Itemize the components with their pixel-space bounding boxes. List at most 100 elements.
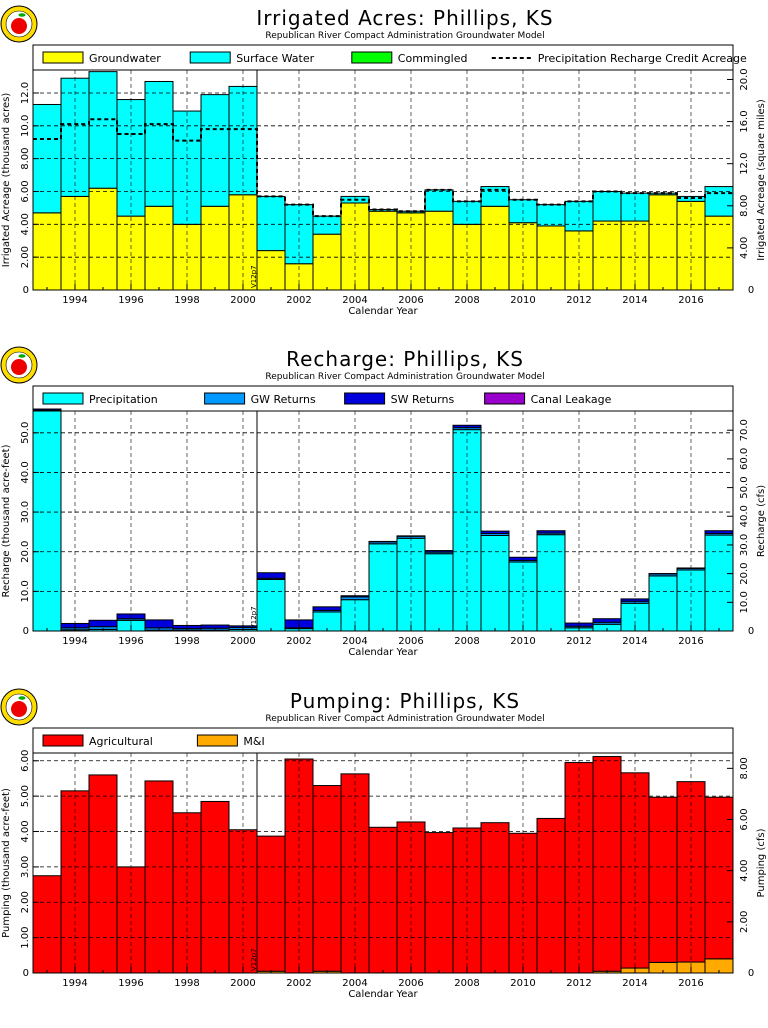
y2-tick-label: 40.0	[739, 505, 750, 527]
y-tick-label: 12.0	[20, 82, 31, 104]
bar-agricultural-2017	[705, 797, 733, 959]
bar-groundwater-1999	[201, 206, 229, 290]
y-tick-label: 2.00	[20, 246, 31, 268]
bar-agricultural-1995	[89, 775, 117, 973]
legend-label-m-i: M&I	[243, 735, 264, 748]
y-tick-label: 0	[23, 285, 29, 296]
bar-surface-water-2003	[313, 216, 341, 234]
x-tick-label: 2016	[678, 295, 703, 306]
legend-swatch-commingled	[352, 52, 392, 63]
x-tick-label: 2000	[230, 295, 255, 306]
x-tick-label: 2008	[454, 636, 479, 647]
apple-logo	[1, 6, 37, 42]
legend-label-recharge-credit: Precipitation Recharge Credit Acreage	[538, 52, 747, 65]
x-tick-label: 1994	[62, 636, 87, 647]
bar-agricultural-2013	[593, 757, 621, 972]
x-tick-label: 2012	[566, 978, 591, 989]
legend-swatch-surface-water	[190, 52, 230, 63]
bar-precipitation-2009	[481, 535, 509, 631]
apple-icon	[11, 701, 27, 717]
bar-sw-returns-2017	[705, 531, 733, 534]
y2-tick-label: 4.00	[739, 860, 750, 882]
y2-axis-label: Irrigated Acreage (square miles)	[756, 99, 767, 261]
y2-tick-label: 6.00	[739, 808, 750, 830]
x-tick-label: 2008	[454, 295, 479, 306]
bar-precipitation-2011	[537, 535, 565, 631]
y-tick-label: 6.00	[20, 750, 31, 772]
x-tick-label: 1996	[118, 978, 143, 989]
x-tick-label: 2012	[566, 295, 591, 306]
x-axis-label: Calendar Year	[348, 989, 418, 1000]
apple-logo	[1, 689, 37, 725]
y-axis-label: Pumping (thousand acre-feet)	[1, 788, 12, 938]
legend-label-groundwater: Groundwater	[89, 52, 161, 65]
bar-sw-returns-1999	[201, 625, 229, 628]
y2-tick-label: 8.00	[739, 195, 750, 217]
legend-label-commingled: Commingled	[398, 52, 468, 65]
y2-tick-label: 12.0	[739, 153, 750, 175]
y2-tick-label: 2.00	[739, 911, 750, 933]
chart-subtitle: Republican River Compact Administration …	[265, 714, 544, 724]
x-tick-label: 2016	[678, 636, 703, 647]
bar-groundwater-2013	[593, 221, 621, 290]
legend-swatch-precipitation	[43, 393, 83, 404]
y-tick-label: 10.0	[20, 115, 31, 137]
model-version-label: V12p7	[250, 948, 258, 971]
bar-surface-water-1995	[89, 72, 117, 189]
bar-agricultural-2001	[257, 836, 285, 971]
apple-logo	[1, 347, 37, 383]
x-axis-label: Calendar Year	[348, 647, 418, 658]
bar-sw-returns-1997	[145, 620, 173, 628]
x-tick-label: 2006	[398, 295, 423, 306]
bar-sw-returns-2011	[537, 531, 565, 533]
x-tick-label: 1998	[174, 636, 199, 647]
y2-tick-label: 8.00	[739, 757, 750, 779]
bar-surface-water-2011	[537, 205, 565, 226]
bar-surface-water-2007	[425, 190, 453, 211]
bar-agricultural-2011	[537, 818, 565, 973]
y-tick-label: 2.00	[20, 891, 31, 913]
legend-swatch-groundwater	[43, 52, 83, 63]
bar-sw-returns-1993	[33, 409, 61, 410]
bar-groundwater-2009	[481, 206, 509, 290]
bar-groundwater-1995	[89, 188, 117, 290]
legend-swatch-agricultural	[43, 735, 83, 746]
legend-label-sw-returns: SW Returns	[391, 393, 455, 406]
x-tick-label: 2004	[342, 295, 367, 306]
x-tick-label: 2000	[230, 636, 255, 647]
y2-tick-label: 10.0	[739, 591, 750, 613]
y-tick-label: 30.0	[20, 501, 31, 523]
bar-groundwater-2017	[705, 216, 733, 290]
leaf-icon	[19, 696, 26, 700]
y2-tick-label: 0	[748, 626, 754, 637]
y-axis-label: Irrigated Acreage (thousand acres)	[1, 93, 12, 268]
bar-surface-water-1997	[145, 81, 173, 206]
x-tick-label: 1994	[62, 295, 87, 306]
chart-subtitle: Republican River Compact Administration …	[265, 31, 544, 41]
x-tick-label: 2004	[342, 978, 367, 989]
y-tick-label: 50.0	[20, 422, 31, 444]
x-tick-label: 2010	[510, 295, 535, 306]
leaf-icon	[19, 13, 26, 17]
y-tick-label: 1.00	[20, 926, 31, 948]
y2-tick-label: 0	[748, 968, 754, 979]
bar-agricultural-2016	[677, 782, 705, 962]
bar-surface-water-2013	[593, 191, 621, 221]
y2-tick-label: 60.0	[739, 448, 750, 470]
bar-precipitation-2015	[649, 576, 677, 631]
legend-label-precipitation: Precipitation	[89, 393, 158, 406]
legend-swatch-canal-leakage	[485, 393, 525, 404]
y-axis-label: Recharge (thousand acre-feet)	[1, 444, 12, 597]
bar-agricultural-2003	[313, 786, 341, 972]
y-tick-label: 40.0	[20, 461, 31, 483]
bar-sw-returns-1995	[89, 620, 117, 626]
chart-subtitle: Republican River Compact Administration …	[265, 372, 544, 382]
x-tick-label: 1996	[118, 636, 143, 647]
x-tick-label: 2010	[510, 978, 535, 989]
bar-groundwater-2011	[537, 226, 565, 290]
y-tick-label: 0	[23, 968, 29, 979]
y2-tick-label: 50.0	[739, 476, 750, 498]
y2-axis-label: Pumping (cfs)	[756, 828, 767, 897]
